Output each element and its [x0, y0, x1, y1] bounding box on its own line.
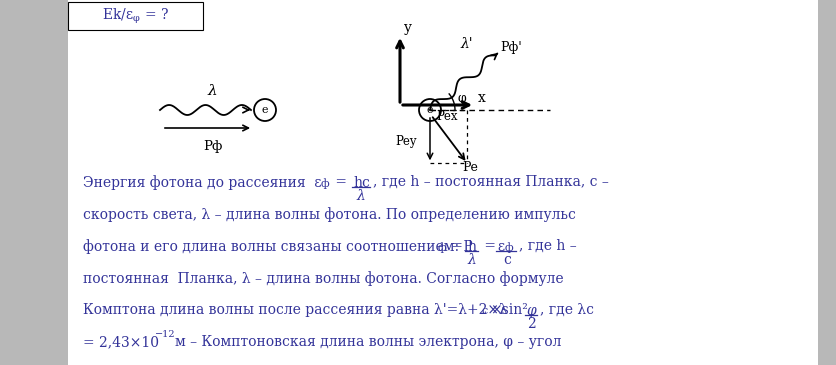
Text: =: =: [447, 239, 467, 253]
Text: Рф: Рф: [203, 140, 222, 153]
Text: e: e: [426, 105, 433, 115]
Text: =: =: [480, 239, 501, 253]
Text: ε: ε: [497, 240, 504, 254]
Text: ф: ф: [438, 242, 446, 253]
Text: −12: −12: [155, 330, 176, 339]
Text: = 2,43×10: = 2,43×10: [83, 335, 159, 349]
Text: c: c: [503, 253, 511, 267]
Text: Рex: Рex: [436, 110, 457, 123]
Text: =: =: [331, 175, 351, 189]
Bar: [68, 2, 203, 30]
Text: λ: λ: [467, 253, 476, 267]
Text: 2: 2: [527, 317, 536, 331]
Text: постоянная  Планка, λ – длина волны фотона. Согласно формуле: постоянная Планка, λ – длина волны фотон…: [83, 271, 563, 286]
Text: c: c: [481, 306, 487, 316]
Text: скорость света, λ – длина волны фотона. По определению импульс: скорость света, λ – длина волны фотона. …: [83, 207, 576, 222]
Text: Ek/ε$_\mathregular{φ}$ = ?: Ek/ε$_\mathregular{φ}$ = ?: [102, 6, 169, 26]
Text: Энергия фотона до рассеяния  ε: Энергия фотона до рассеяния ε: [83, 175, 322, 190]
Text: x: x: [478, 91, 486, 105]
Text: м – Комптоновская длина волны электрона, φ – угол: м – Комптоновская длина волны электрона,…: [175, 335, 562, 349]
Text: Рф': Рф': [500, 41, 522, 54]
Text: h: h: [467, 240, 476, 254]
Text: ×sin²: ×sin²: [490, 303, 528, 317]
Text: hc: hc: [353, 176, 370, 190]
Text: Ре: Ре: [462, 161, 478, 174]
Text: Комптона длина волны после рассеяния равна λ'=λ+2×λ: Комптона длина волны после рассеяния рав…: [83, 303, 507, 317]
Bar: [68, 0, 818, 365]
Text: , где h – постоянная Планка, с –: , где h – постоянная Планка, с –: [373, 175, 609, 189]
Text: λ': λ': [460, 37, 472, 51]
Bar: [0, 0, 68, 365]
Text: φ: φ: [526, 304, 536, 318]
Text: ф: ф: [321, 178, 329, 189]
Text: y: y: [404, 21, 412, 35]
Bar: [818, 0, 836, 365]
Text: , где λc: , где λc: [540, 303, 594, 317]
Text: фотона и его длина волны связаны соотношением: Р: фотона и его длина волны связаны соотнош…: [83, 239, 472, 254]
Text: ф: ф: [505, 242, 513, 253]
Text: e: e: [262, 105, 268, 115]
Text: Рey: Рey: [395, 135, 416, 148]
Text: λ: λ: [207, 84, 217, 98]
Text: , где h –: , где h –: [519, 239, 577, 253]
Text: λ: λ: [356, 189, 364, 203]
Text: φ: φ: [458, 92, 466, 105]
